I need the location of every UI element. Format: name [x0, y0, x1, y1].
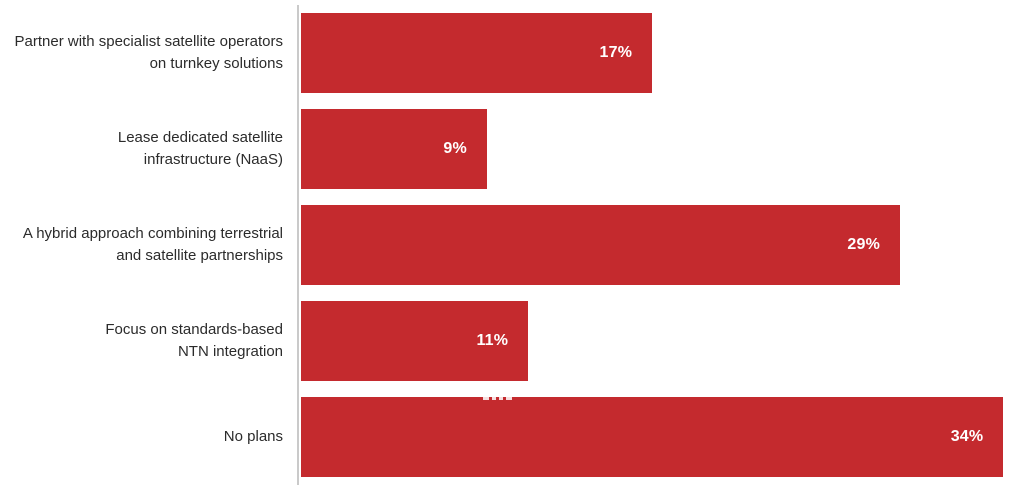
clipped-label-artifact	[483, 397, 512, 400]
bar-zone: 29%	[301, 205, 1024, 285]
value-label: 29%	[847, 236, 881, 253]
bar-zone: 34%	[301, 397, 1024, 477]
y-axis-line	[297, 5, 299, 485]
bar-row: Partner with specialist satellite operat…	[0, 13, 1024, 93]
category-label: No plans	[223, 428, 283, 445]
bar-rows: Partner with specialist satellite operat…	[0, 13, 1024, 477]
bar-zone: 11%	[301, 301, 1024, 381]
bar-row: No plans 34%	[0, 397, 1024, 477]
value-label: 11%	[476, 332, 509, 349]
category-label: Focus on standards-based NTN integration	[105, 321, 283, 360]
bar: 17%	[301, 13, 653, 93]
bar-zone: 17%	[301, 13, 1024, 93]
category-label: Lease dedicated satellite infrastructure…	[117, 129, 283, 168]
bar: 29%	[301, 205, 901, 285]
bar-zone: 9%	[301, 109, 1024, 189]
bar: 34%	[301, 397, 1004, 477]
bar: 11%	[301, 301, 529, 381]
category-label: Partner with specialist satellite operat…	[14, 33, 283, 72]
bar-row: Lease dedicated satellite infrastructure…	[0, 109, 1024, 189]
bar-row: Focus on standards-based NTN integration…	[0, 301, 1024, 381]
value-label: 17%	[599, 44, 633, 61]
bar-row: A hybrid approach combining terrestrial …	[0, 205, 1024, 285]
bar: 9%	[301, 109, 487, 189]
value-label: 34%	[950, 428, 984, 445]
value-label: 9%	[443, 140, 467, 157]
category-label: A hybrid approach combining terrestrial …	[22, 225, 283, 264]
